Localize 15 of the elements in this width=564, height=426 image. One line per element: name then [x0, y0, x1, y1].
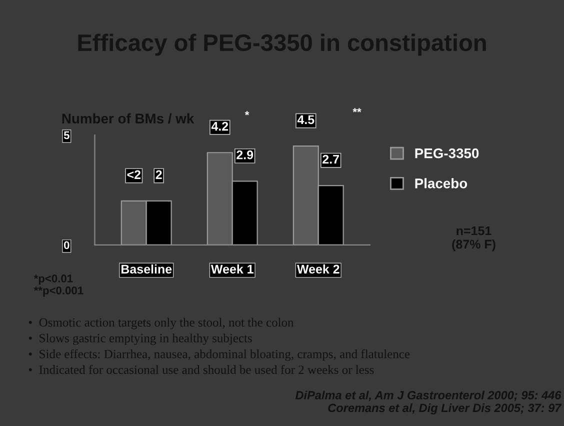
text: * [244, 111, 250, 116]
text: ** [352, 108, 362, 112]
x-tick-label: Baseline [121, 264, 172, 274]
x-tick-label: Week 2 [296, 264, 340, 274]
legend-label: Placebo [415, 178, 468, 188]
data-label: 2.7 [322, 154, 339, 164]
data-label: 2.9 [236, 150, 254, 160]
y-tick-label: 0 [64, 241, 70, 250]
data-label: 4.5 [297, 115, 314, 124]
data-label: 2 [156, 170, 162, 179]
y-tick-label: 5 [64, 131, 70, 140]
data-label: 4.2 [211, 122, 228, 131]
data-label: <2 [127, 170, 141, 179]
x-tick-label: Week 1 [210, 264, 254, 274]
legend-label: PEG-3350 [415, 148, 479, 158]
